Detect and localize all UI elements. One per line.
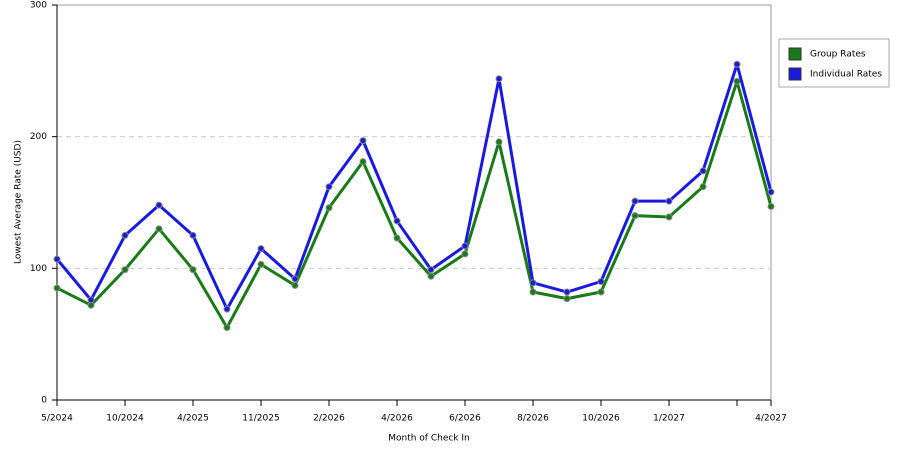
x-tick-label: 4/2026 (381, 414, 413, 424)
data-point (767, 202, 775, 210)
data-point (325, 204, 333, 212)
data-point (223, 324, 231, 332)
series-line (55, 62, 773, 311)
data-point (257, 245, 265, 253)
data-point (427, 272, 435, 280)
data-point (121, 266, 129, 274)
data-point (665, 213, 673, 221)
legend-label: Individual Rates (810, 70, 882, 80)
data-point (121, 231, 129, 239)
legend-label: Group Rates (810, 50, 866, 60)
data-point (665, 197, 673, 205)
data-point (155, 225, 163, 233)
data-point (53, 255, 61, 263)
data-point (495, 75, 503, 83)
data-point (631, 212, 639, 220)
y-axis-label: Lowest Average Rate (USD) (14, 140, 24, 264)
data-point (427, 266, 435, 274)
data-point (393, 217, 401, 225)
data-point (393, 234, 401, 242)
data-point (699, 183, 707, 191)
data-point (461, 242, 469, 250)
x-tick-label: 8/2026 (517, 414, 549, 424)
data-point (87, 296, 95, 304)
y-tick-label: 200 (30, 132, 47, 142)
x-tick-label: 1/2027 (653, 414, 685, 424)
x-tick-label: 10/2024 (106, 414, 144, 424)
x-tick-label: 5/2024 (41, 414, 73, 424)
data-point (597, 288, 605, 296)
y-tick-label: 0 (41, 396, 47, 406)
data-point (325, 183, 333, 191)
series-line (56, 79, 773, 330)
data-point (359, 158, 367, 166)
data-point (563, 295, 571, 303)
data-point (223, 305, 231, 313)
data-point (291, 275, 299, 283)
data-point (495, 138, 503, 146)
data-point (529, 279, 537, 287)
data-point (631, 197, 639, 205)
data-point (155, 201, 163, 209)
data-point (563, 288, 571, 296)
data-point (699, 167, 707, 175)
data-point (733, 77, 741, 85)
data-point (733, 60, 741, 68)
data-point (53, 284, 61, 292)
data-point (359, 137, 367, 145)
data-point (461, 250, 469, 258)
x-tick-label: 4/2025 (177, 414, 209, 424)
x-tick-label: 6/2026 (449, 414, 481, 424)
legend-swatch (788, 67, 802, 81)
legend-swatch (788, 47, 802, 61)
data-point (189, 266, 197, 274)
y-tick-label: 300 (30, 1, 47, 11)
x-axis-label: Month of Check In (388, 434, 470, 444)
y-tick-label: 100 (30, 264, 47, 274)
data-point (767, 188, 775, 196)
data-point (257, 260, 265, 268)
data-point (291, 281, 299, 289)
data-point (189, 231, 197, 239)
data-point (597, 278, 605, 285)
x-tick-label: 2/2026 (313, 414, 345, 424)
x-tick-label: 10/2026 (582, 414, 620, 424)
data-point (529, 288, 537, 296)
x-tick-label: 4/2027 (755, 414, 787, 424)
x-tick-label: 11/2025 (242, 414, 279, 424)
